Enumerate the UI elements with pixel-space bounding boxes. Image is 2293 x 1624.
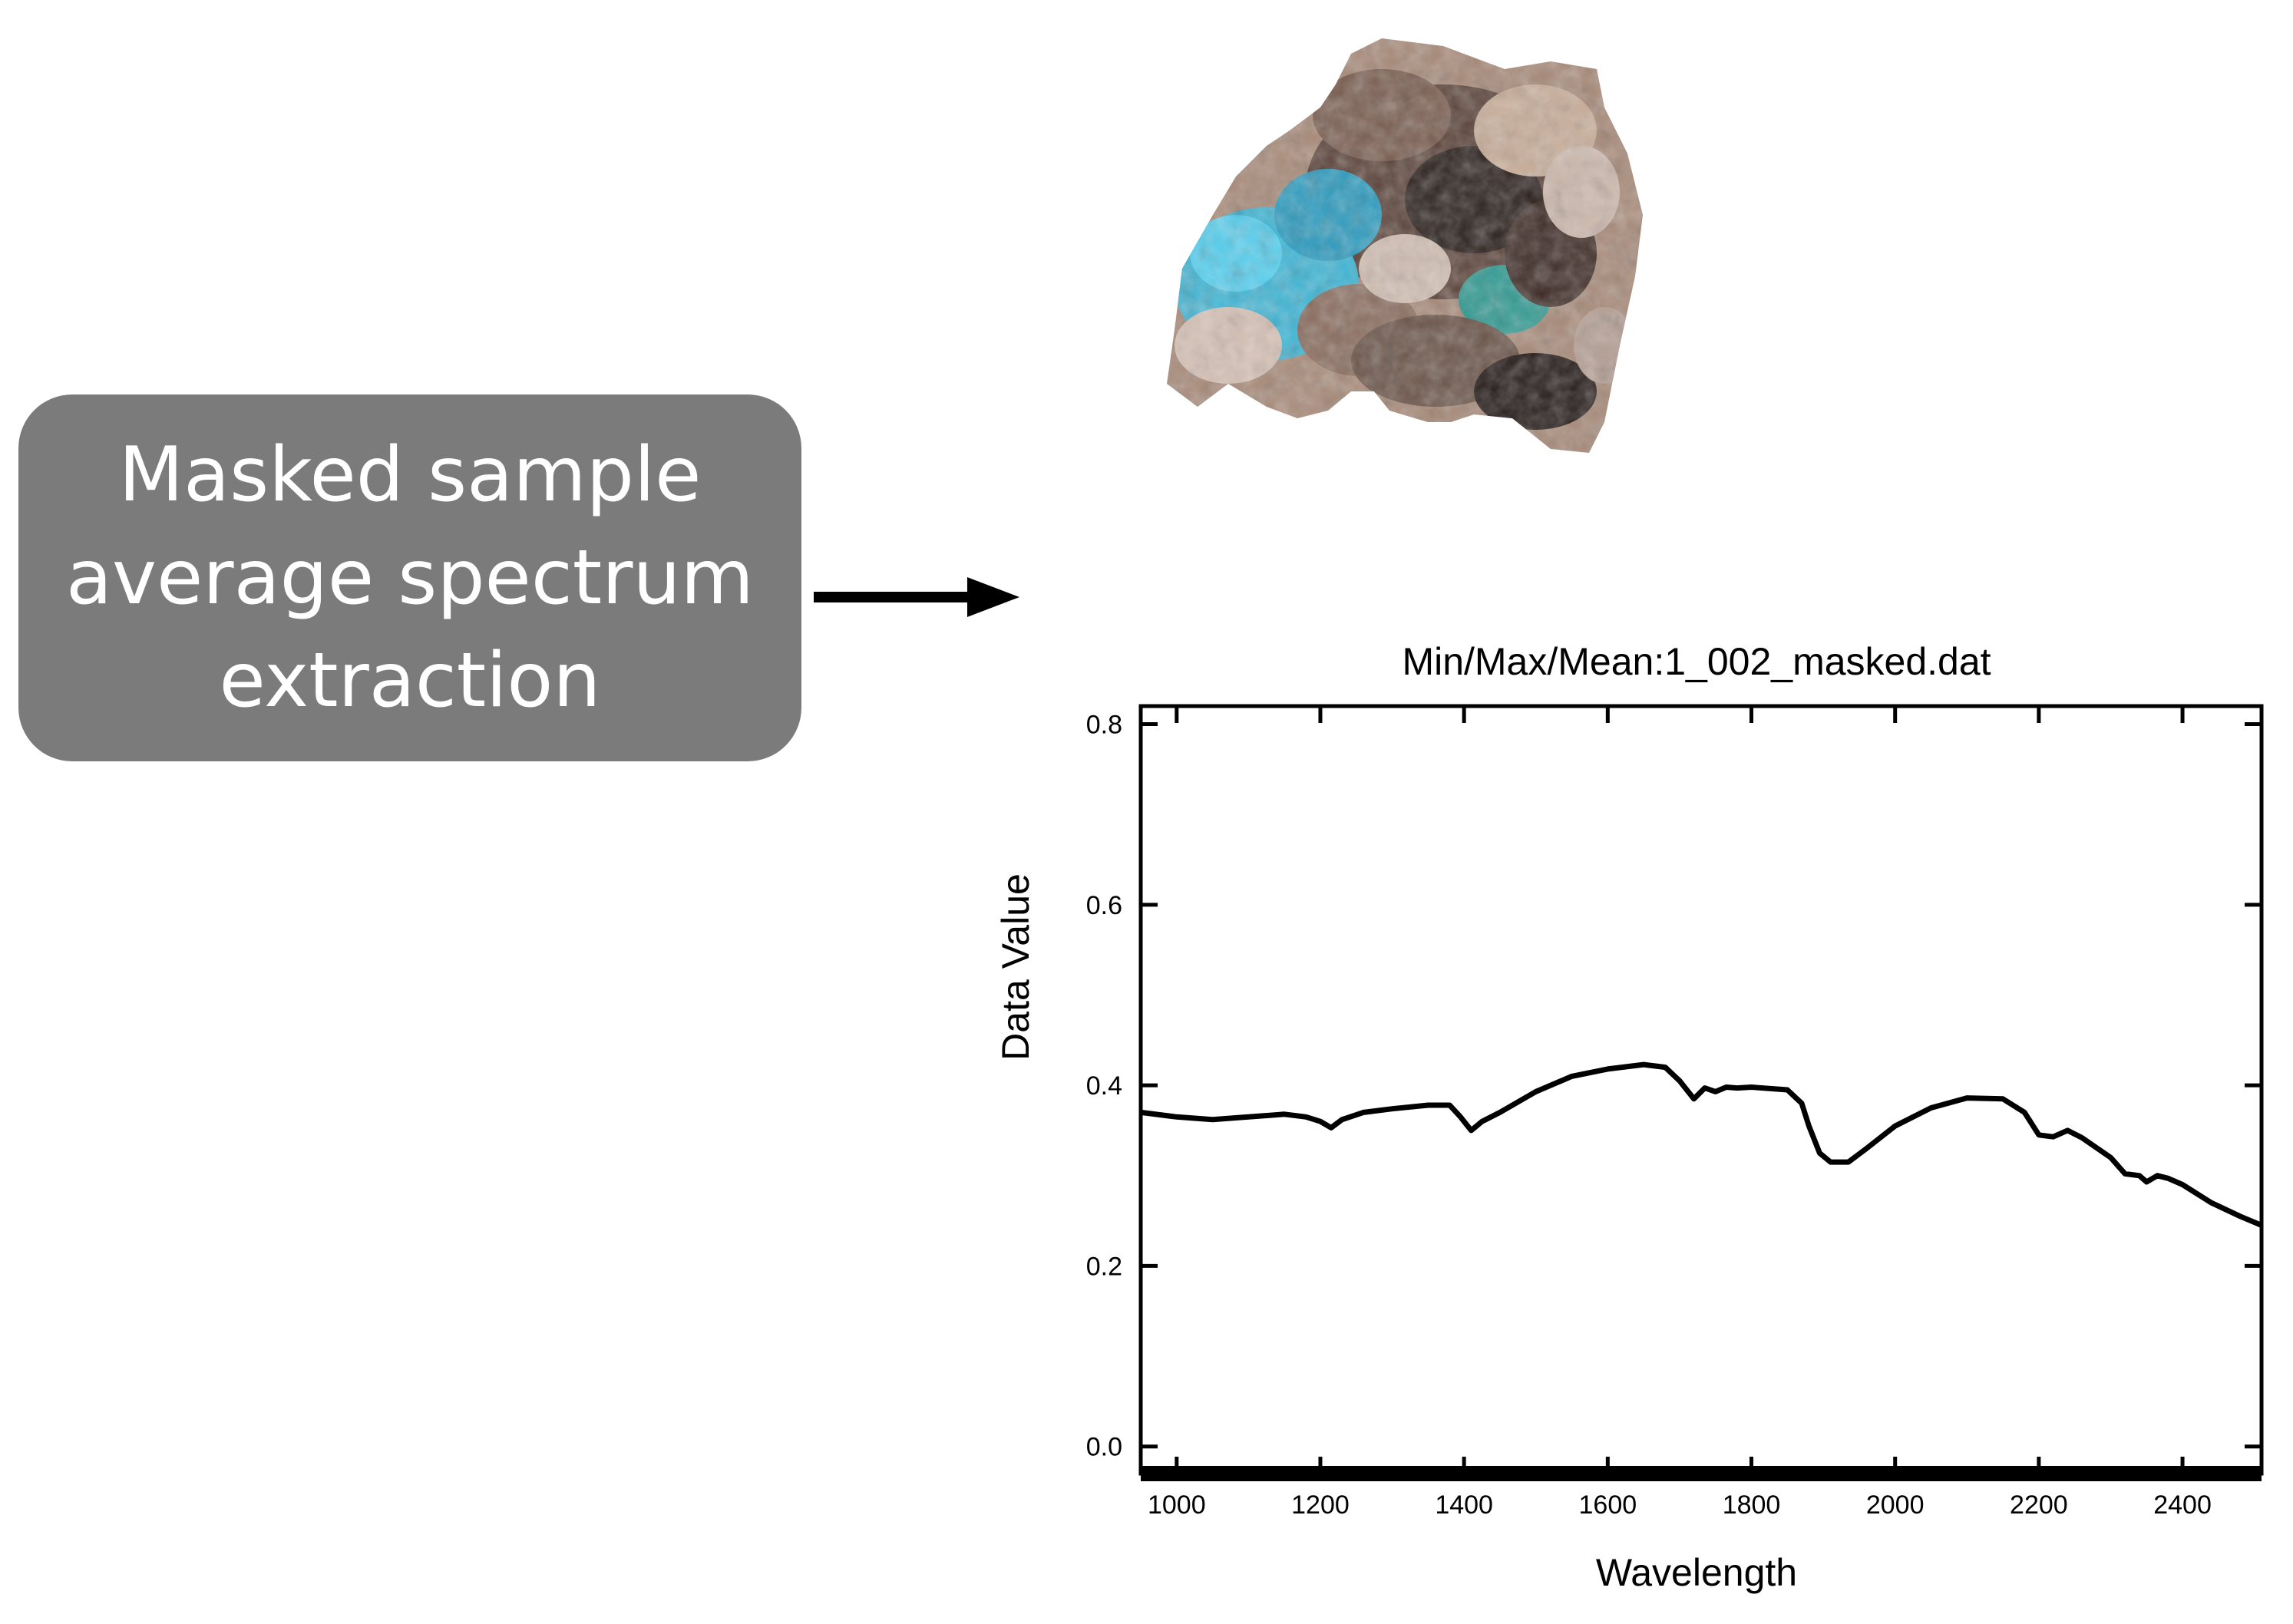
x-tick-label: 1400: [1435, 1490, 1493, 1520]
x-tick-label: 2000: [1866, 1490, 1925, 1520]
y-axis-ticks: 0.0 0.2 0.4 0.6 0.8: [1086, 711, 2262, 1462]
process-box-line-2: average spectrum: [65, 534, 755, 622]
spectrum-chart: Min/Max/Mean:1_002_masked.dat 0.00.20.40…: [994, 640, 2264, 1594]
y-tick-label: 0.4: [1086, 1071, 1122, 1101]
process-box: Masked sample average spectrum extractio…: [18, 394, 801, 761]
x-tick-label: 1800: [1723, 1490, 1781, 1520]
y-tick-label: 0.8: [1086, 711, 1122, 740]
process-box-line-3: extraction: [219, 637, 601, 725]
x-axis-ticks: 1000 1200 1400 1600 1800 2000 2200 2400: [1148, 706, 2212, 1520]
x-tick-label: 1000: [1148, 1490, 1206, 1520]
x-axis-label: Wavelength: [1596, 1551, 1797, 1594]
y-tick-label: 0.6: [1086, 891, 1122, 920]
process-box-line-1: Masked sample: [118, 431, 702, 519]
mean-spectrum-line: [1140, 1061, 2263, 1228]
y-tick-label: 0.2: [1086, 1252, 1122, 1281]
y-axis-label: Data Value: [994, 873, 1037, 1061]
right-arrow-icon: [814, 577, 1019, 617]
y-tick-label: 0.0: [1086, 1433, 1122, 1462]
x-axis-bar: [1141, 1466, 2262, 1481]
x-tick-label: 2200: [2010, 1490, 2068, 1520]
chart-title: Min/Max/Mean:1_002_masked.dat: [1402, 640, 1991, 683]
x-tick-label: 2400: [2153, 1490, 2212, 1520]
rock-sample-image: [1167, 38, 1643, 453]
x-tick-label: 1600: [1579, 1490, 1637, 1520]
x-tick-label: 1200: [1291, 1490, 1350, 1520]
